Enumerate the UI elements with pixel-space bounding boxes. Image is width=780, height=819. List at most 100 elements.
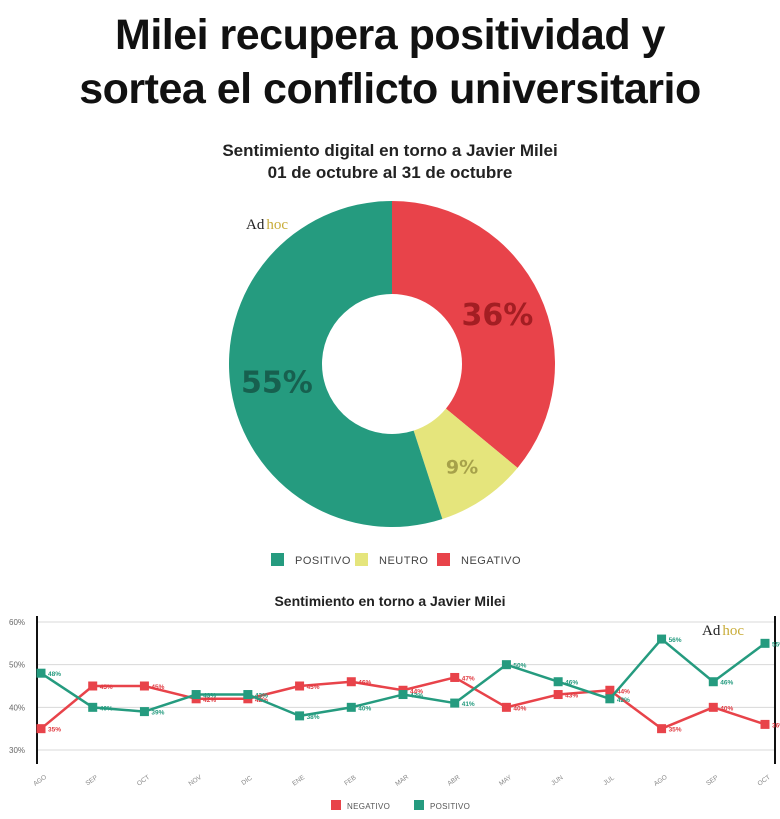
data-label-negativo: 47% [462,675,475,682]
donut-legend: POSITIVO NEUTRO NEGATIVO [271,553,521,567]
legend-label-positivo: POSITIVO [295,555,351,567]
data-label-negativo: 45% [307,684,320,691]
legend-swatch-positivo [414,800,424,810]
data-label-negativo: 46% [358,680,371,687]
data-label-negativo: 35% [669,727,682,734]
data-label-positivo: 39% [151,710,164,717]
series-point-negativo [450,672,460,682]
donut-chart-title-block: Sentimiento digital en torno a Javier Mi… [0,140,780,184]
donut-slice-positivo [228,201,443,527]
donut-chart-subtitle: 01 de octubre al 31 de octubre [267,163,513,182]
series-point-positivo [139,707,149,717]
data-label-negativo: 44% [617,688,630,695]
legend-swatch-negativo [437,553,450,566]
data-label-positivo: 41% [462,701,475,708]
donut-slice-label-positivo: 55% [241,366,313,401]
series-point-positivo [450,698,460,708]
x-tick-label: SEP [85,774,100,787]
series-point-positivo [398,690,408,700]
data-label-negativo: 42% [203,697,216,704]
donut-brand-logo: Ad hoc [246,217,288,233]
data-label-positivo: 38% [307,714,320,721]
series-point-negativo [657,724,667,734]
line-chart-series: 35% 45% 45% 42% 42% 45% 46% 44% 47% 40% 43% 44% 35% 4… [36,634,780,734]
series-line-positivo [40,637,766,718]
series-point-positivo [501,660,511,670]
donut-slice-label-neutro: 9% [446,457,478,479]
y-tick-label: 50% [9,661,25,670]
donut-chart: Ad hoc 36% 9% 55% POSITIVO NEUTRO NEGATIVO [228,201,555,567]
brand-logo-part-1: Ad [246,217,265,233]
data-label-negativo: 45% [100,684,113,691]
data-label-positivo: 43% [255,693,268,700]
x-tick-label: AGO [32,774,48,788]
x-tick-label: OCT [136,774,151,788]
x-tick-label: DIC [240,775,253,787]
y-tick-label: 30% [9,746,25,755]
legend-swatch-negativo [331,800,341,810]
series-point-positivo [295,711,305,721]
data-label-negativo: 35% [48,727,61,734]
series-point-negativo [295,681,305,691]
donut-slice-label-negativo: 36% [462,298,534,333]
series-point-positivo [36,668,46,678]
data-label-negativo: 40% [720,705,733,712]
data-label-positivo: 42% [617,697,630,704]
x-tick-label: NOV [188,773,204,787]
donut-chart-title: Sentimiento digital en torno a Javier Mi… [222,141,558,160]
x-tick-label: AGO [653,774,669,788]
data-label-positivo: 46% [565,680,578,687]
data-label-negativo: 44% [410,688,423,695]
brand-logo-part-1: Ad [702,623,721,639]
y-tick-label: 40% [9,703,25,712]
series-point-positivo [708,677,718,687]
legend-label-negativo: NEGATIVO [347,802,390,811]
x-tick-label: ABR [446,774,461,788]
x-tick-label: FEB [343,774,357,787]
legend-label-negativo: NEGATIVO [461,555,521,567]
x-tick-label: OCT [757,774,772,788]
series-point-negativo [553,690,563,700]
data-label-positivo: 56% [669,637,682,644]
data-label-positivo: 48% [48,671,61,678]
series-point-negativo [708,702,718,712]
series-point-negativo [88,681,98,691]
line-chart-title: Sentimiento en torno a Javier Milei [274,593,505,609]
donut-slice-negativo [392,201,555,468]
data-label-negativo: 40% [513,705,526,712]
brand-logo-part-2: hoc [266,217,288,233]
series-point-positivo [191,690,201,700]
line-chart-x-axis: AGO SEP OCT NOV DIC ENE FEB MAR ABR MAY JUN JUL AGO S… [32,773,772,787]
series-line-negativo [40,676,766,730]
headline: Milei recupera positividad y sortea el c… [0,8,780,116]
x-tick-label: JUL [602,774,616,787]
series-point-positivo [657,634,667,644]
data-label-positivo: 55% [772,641,780,648]
series-point-positivo [346,702,356,712]
data-label-negativo: 45% [151,684,164,691]
brand-logo-part-2: hoc [722,623,744,639]
data-label-positivo: 46% [720,680,733,687]
legend-swatch-neutro [355,553,368,566]
series-point-positivo [243,690,253,700]
x-tick-label: SEP [705,774,720,787]
headline-line-2: sortea el conflicto universitario [79,65,701,113]
line-brand-logo: Ad hoc [702,623,744,639]
line-chart-grid: 30% 40% 50% 60% [9,616,776,764]
legend-label-positivo: POSITIVO [430,802,470,811]
data-label-positivo: 50% [513,663,526,670]
series-point-negativo [501,702,511,712]
series-point-positivo [88,702,98,712]
series-point-positivo [605,694,615,704]
data-label-positivo: 40% [100,705,113,712]
donut-slice-neutro [413,408,518,520]
series-point-positivo [760,638,770,648]
x-tick-label: MAY [498,774,514,788]
donut-labels: 36% 9% 55% [241,298,533,479]
line-chart-legend: NEGATIVO POSITIVO [331,800,470,811]
x-tick-label: ENE [291,774,307,788]
headline-line-1: Milei recupera positividad y [115,11,665,59]
series-point-positivo [553,677,563,687]
series-point-negativo [605,685,615,695]
